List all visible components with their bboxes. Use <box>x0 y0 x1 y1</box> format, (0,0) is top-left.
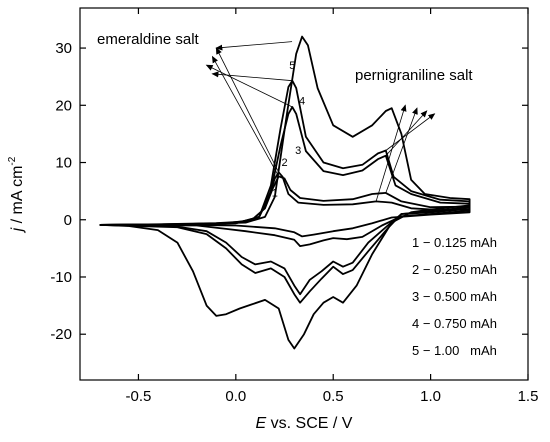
legend-item-1: 1 − 0.125 mAh <box>412 235 497 250</box>
x-axis-title: E vs. SCE / V <box>256 415 353 432</box>
cv-curve-5 <box>99 35 471 350</box>
arrow-pernigraniline-3 <box>385 110 428 156</box>
y-tick-label: -20 <box>50 326 72 343</box>
y-axis: -20 -10 0 10 20 30 <box>50 40 528 343</box>
curve-number-1: 1 <box>272 187 278 199</box>
annotation-emeraldine-salt: emeraldine salt <box>97 31 200 48</box>
arrow-emeraldine-1 <box>215 47 280 173</box>
cv-curve-4 <box>99 79 471 304</box>
y-tick-label: 20 <box>55 97 72 114</box>
x-tick-label: 1.5 <box>518 388 539 405</box>
plot-frame <box>79 7 529 381</box>
x-axis: -0.5 0.0 0.5 1.0 1.5 <box>126 8 539 405</box>
annotation-pernigraniline-salt: pernigraniline salt <box>355 67 473 84</box>
arrow-emeraldine-2 <box>211 55 280 177</box>
arrow-pernigraniline-2 <box>385 107 418 193</box>
legend-item-5: 5 − 1.00 mAh <box>412 343 497 358</box>
curve-number-4: 4 <box>299 96 305 108</box>
y-tick-label: 0 <box>64 212 72 229</box>
y-tick-label: -10 <box>50 269 72 286</box>
curve-number-5: 5 <box>289 60 295 72</box>
cv-curves <box>99 35 471 350</box>
arrow-pernigraniline-4 <box>385 113 436 151</box>
legend-item-2: 2 − 0.250 mAh <box>412 262 497 277</box>
y-tick-label: 30 <box>55 40 72 57</box>
curve-number-2: 2 <box>281 157 287 169</box>
arrow-emeraldine-4 <box>211 71 293 82</box>
arrow-emeraldine-3 <box>205 64 293 108</box>
y-tick-label: 10 <box>55 155 72 172</box>
cv-curve-3 <box>99 106 471 296</box>
arrow-emeraldine-5 <box>215 41 293 51</box>
arrow-pernigraniline-1 <box>375 104 407 202</box>
x-tick-label: 0.0 <box>225 388 246 405</box>
legend-item-3: 3 − 0.500 mAh <box>412 289 497 304</box>
x-tick-label: -0.5 <box>126 388 152 405</box>
legend-item-4: 4 − 0.750 mAh <box>412 316 497 331</box>
y-axis-title: j / mA cm-2 <box>7 156 26 233</box>
x-tick-label: 1.0 <box>420 388 441 405</box>
curve-number-3: 3 <box>295 145 301 157</box>
x-tick-label: 0.5 <box>323 388 344 405</box>
annotation-arrows <box>205 41 436 202</box>
legend: 1 − 0.125 mAh 2 − 0.250 mAh 3 − 0.500 mA… <box>412 235 497 358</box>
